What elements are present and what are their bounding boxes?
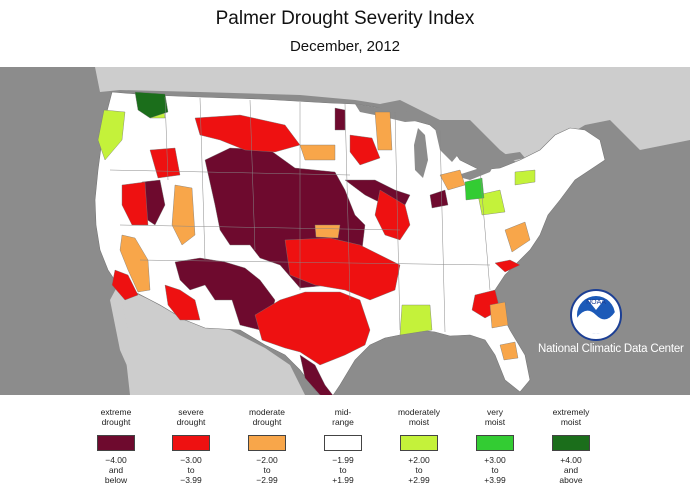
extremely-moist-regions [134,91,169,119]
region-wisconsin-severe [349,134,381,166]
baja-land [110,285,160,395]
legend-item-moderately-moist: moderately moist +2.00 to +2.99 [397,407,441,485]
region-ohio-very-moist [464,177,485,201]
region-texas-severe [254,291,371,366]
region-dakota-moderate [299,144,336,161]
state-boundaries [109,96,491,333]
agency-label: National Climatic Data Center [538,343,684,355]
lake-superior [355,104,430,122]
lake-michigan [414,128,428,178]
map-title: Palmer Drought Severity Index [215,8,475,29]
region-socal-severe [111,269,139,301]
map-subtitle: December, 2012 [289,38,401,55]
legend-swatch [97,435,135,451]
region-arizona-severe [164,284,201,321]
region-midwest-severe [374,189,411,241]
legend-swatch [552,435,590,451]
region-ohio-moist [477,189,506,216]
region-kansas-severe [284,237,401,301]
severe-drought-regions [111,114,521,366]
legend-item-extreme: extreme drought −4.00 and below [71,407,161,485]
region-iowa-moderate [374,111,393,151]
drought-map [0,67,690,395]
region-oregon-severe [121,181,149,226]
legend-item-very-moist: very moist +3.00 to +3.99 [450,407,540,485]
region-northern-plains-severe [194,114,301,153]
lake-erie [455,163,495,180]
region-virginia-moderate [504,221,531,253]
mexico-land [118,285,305,395]
legend-swatch [476,435,514,451]
legend-item-extremely-moist: extremely moist +4.00 and above [552,407,590,485]
region-nw-extremely-moist [134,91,169,119]
region-carolina-moderate [489,301,509,329]
svg-text:NOAA: NOAA [586,299,606,306]
legend-swatch [248,435,286,451]
region-texas-extreme [299,354,333,395]
moderate-drought-regions [119,111,531,361]
region-minnesota-extreme [334,107,346,131]
region-ohio-extreme [429,189,449,209]
region-florida-moderate [499,341,519,361]
noaa-label: NOAA [586,299,606,306]
legend-swatch [324,435,362,451]
noaa-logo [570,289,622,341]
legend-swatch [400,435,438,451]
region-ncarolina-severe [494,259,521,273]
region-california-moderate [119,234,151,293]
legend: extreme drought −4.00 and below severe droug… [0,407,690,488]
region-utah-moderate [171,184,196,246]
lake-huron [435,128,462,162]
lake-ontario [500,152,525,162]
very-moist-regions [464,177,485,201]
region-washington-moist [97,109,126,161]
legend-item-severe: severe drought −3.00 to −3.99 [146,407,236,485]
region-kansas-moderate [314,224,341,239]
legend-item-moderate: moderate drought −2.00 to −2.99 [248,407,286,485]
legend-item-midrange: mid-range −1.99 to +1.99 [298,407,388,485]
legend-swatch [172,435,210,451]
region-ny-moist [514,169,536,186]
canada-land [0,67,690,165]
region-mississippi-moist [399,304,433,336]
